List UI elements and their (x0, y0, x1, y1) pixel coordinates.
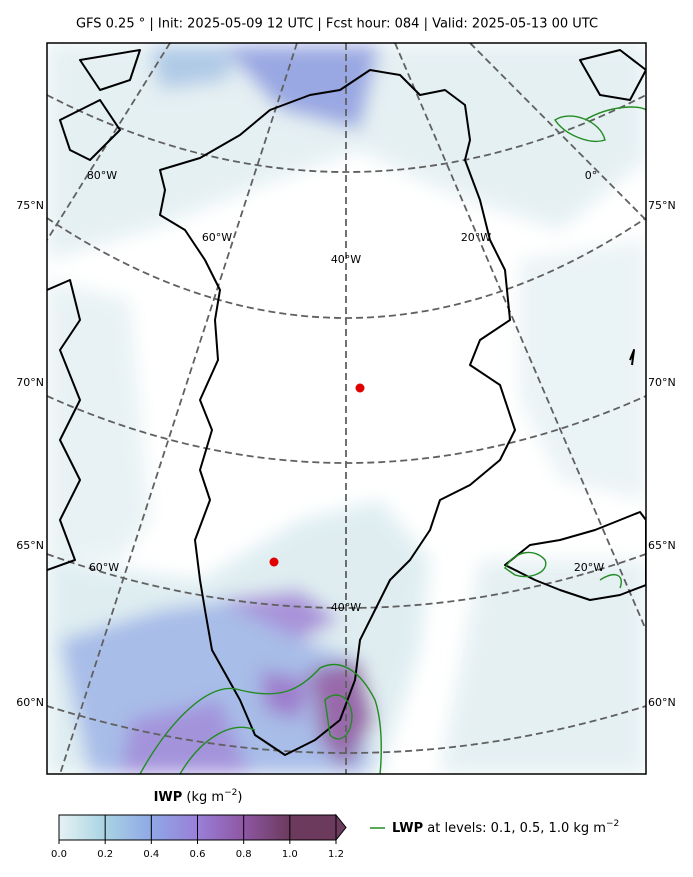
site-marker (269, 557, 279, 567)
legend-name: LWP (392, 821, 423, 836)
lat-label: 65°N (16, 539, 44, 552)
graticule (47, 43, 646, 774)
lon-label: 60°W (202, 231, 232, 244)
colorbar-segment (197, 815, 244, 840)
colorbar-segment (243, 815, 290, 840)
lat-label: 60°N (648, 696, 676, 709)
lat-label: 70°N (16, 376, 44, 389)
lon-label: 20°W (461, 231, 491, 244)
iwp-field (47, 43, 646, 774)
colorbar-tick-label: 0.6 (190, 849, 206, 860)
colorbar-tick-label: 0.4 (143, 849, 159, 860)
lon-label: 20°W (574, 561, 604, 574)
legend-text: LWP at levels: 0.1, 0.5, 1.0 kg m−2 (392, 819, 619, 836)
lon-label: 80°W (87, 169, 117, 182)
lat-label: 60°N (16, 696, 44, 709)
colorbar-extend (335, 813, 347, 842)
lat-label: 65°N (648, 539, 676, 552)
colorbar-segment (105, 815, 152, 840)
colorbar-name: IWP (154, 790, 183, 805)
colorbar-tick-label: 1.2 (328, 849, 344, 860)
colorbar-tick-label: 1.0 (282, 849, 298, 860)
colorbar-tick-label: 0.2 (97, 849, 113, 860)
colorbar: 0.0 0.2 0.4 0.6 0.8 1.0 1.2 (51, 813, 347, 860)
colorbar-tick-label: 0.0 (51, 849, 67, 860)
lon-label: 40°W (331, 601, 361, 614)
lat-label: 75°N (648, 199, 676, 212)
colorbar-units-exp: −2 (224, 788, 237, 798)
coastline (47, 49, 646, 756)
map-labels: 75°N 70°N 65°N 60°N 75°N 70°N 65°N 60°N 80°W 60°W… (16, 169, 675, 709)
lon-label: 0° (585, 169, 598, 182)
colorbar-segment (59, 815, 106, 840)
lat-label: 70°N (648, 376, 676, 389)
legend-desc: at levels: 0.1, 0.5, 1.0 kg m (423, 821, 606, 836)
colorbar-label: IWP (kg m−2) (154, 788, 243, 805)
colorbar-units: (kg m (186, 790, 224, 805)
legend-exp: −2 (606, 819, 619, 829)
lwp-contours (139, 106, 646, 774)
colorbar-segment (151, 815, 198, 840)
lat-label: 75°N (16, 199, 44, 212)
lon-label: 60°W (89, 561, 119, 574)
map-area (47, 43, 646, 774)
lon-label: 40°W (331, 253, 361, 266)
title: GFS 0.25 ° | Init: 2025-05-09 12 UTC | F… (76, 17, 598, 32)
site-marker (355, 383, 365, 393)
colorbar-units-close: ) (237, 790, 242, 805)
map-frame (46, 42, 647, 775)
colorbar-segment (289, 815, 336, 840)
colorbar-tick-label: 0.8 (236, 849, 252, 860)
